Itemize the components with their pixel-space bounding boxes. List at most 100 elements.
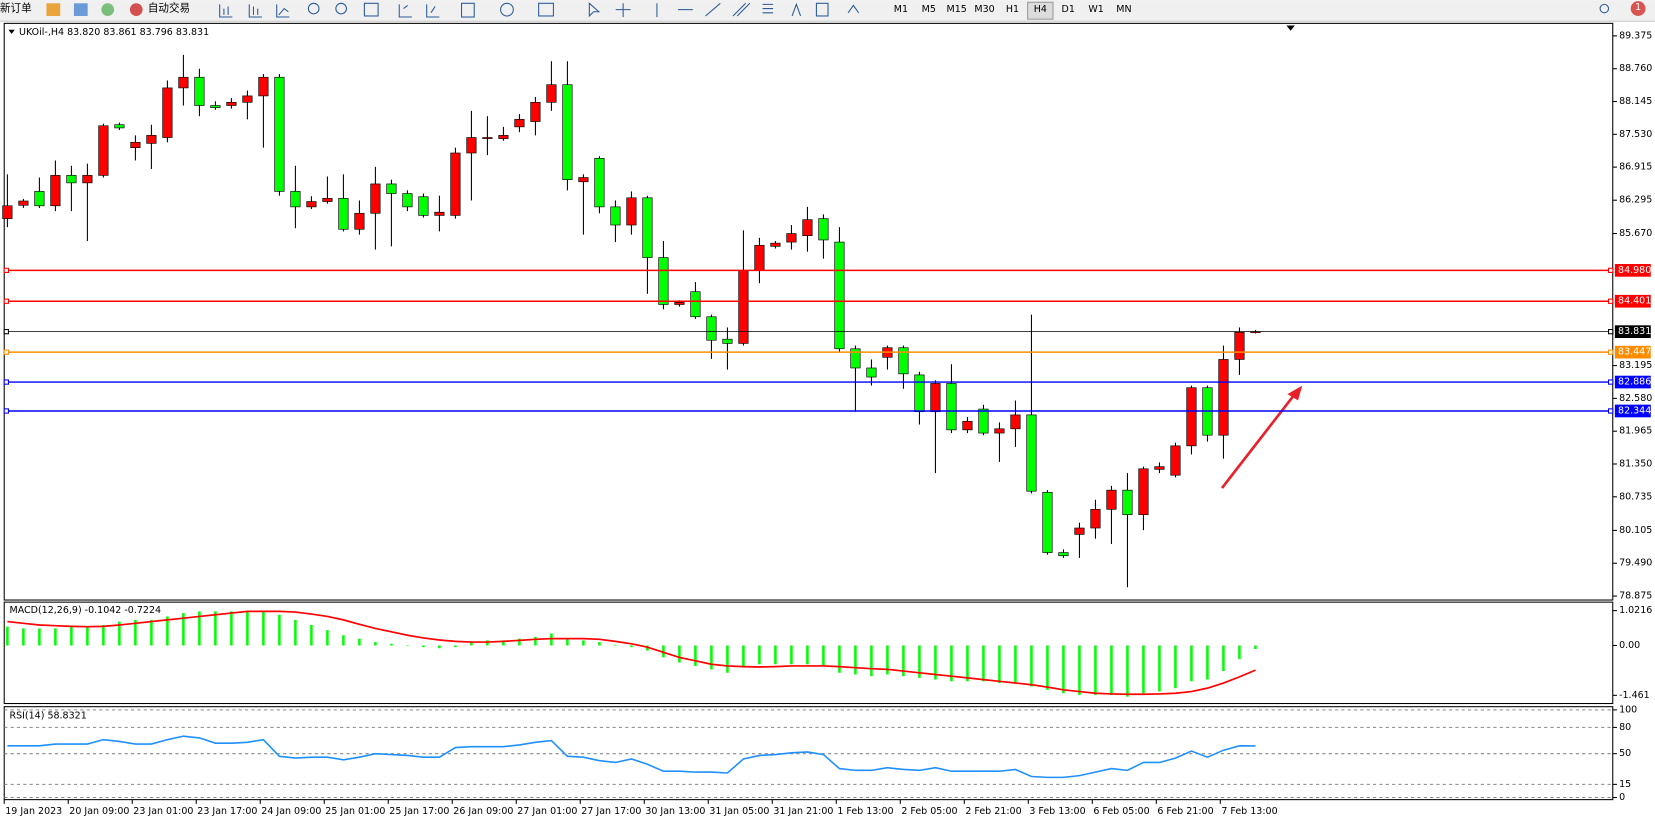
y-tick-label: 80.735 [1619,491,1652,502]
level-handle [1608,379,1614,385]
macd-bar [630,645,633,648]
candle-body [1010,414,1021,430]
level-handle [3,329,9,335]
candle-body [1090,509,1101,529]
timeframe-button[interactable]: D1 [1062,4,1075,15]
candle-body [690,291,701,318]
candle-body [1170,445,1181,476]
macd-bar [1206,645,1209,680]
candle-body [1074,527,1085,535]
icon[interactable] [1599,3,1610,14]
icon[interactable] [791,2,802,17]
macd-bar [230,611,233,646]
level-handle [1608,298,1614,304]
badge-count: 1 [1635,2,1641,13]
icon[interactable] [461,2,475,18]
icon[interactable] [363,2,379,17]
icon[interactable] [588,2,601,18]
icon[interactable] [732,2,751,17]
macd-bar [102,625,105,646]
timeframe-button[interactable]: M5 [922,4,936,15]
candle-body [242,95,253,103]
icon[interactable] [705,2,721,17]
icon[interactable] [248,4,262,18]
macd-bar [566,638,569,646]
icon[interactable] [101,3,115,16]
timeframe-button[interactable]: H1 [1006,4,1019,15]
x-tick-label: 25 Jan 01:00 [325,806,385,817]
icon[interactable] [398,4,412,18]
candle-body [210,105,221,108]
macd-bar [438,645,441,649]
level-handle [3,298,9,304]
icon[interactable] [615,3,631,18]
macd-bar [198,611,201,646]
icon[interactable] [500,2,514,17]
candle-body [306,201,317,208]
level-handle [1608,329,1614,335]
timeframe-button[interactable]: M1 [894,4,908,15]
y-tick-label: 86.915 [1619,162,1652,173]
x-tick-label: 19 Jan 2023 [5,806,62,817]
candle-body [82,175,93,184]
timeframe-button[interactable]: H4 [1034,4,1047,15]
macd-bar [870,645,873,677]
macd-bar [950,645,953,682]
macd-bar [1094,645,1097,695]
macd-bar [358,638,361,646]
icon[interactable] [307,2,320,15]
candle-body [770,242,781,247]
candle-body [962,421,973,431]
auto-trade[interactable]: 自动交易 [148,2,190,15]
candle-body [610,206,621,226]
macd-bar [214,611,217,646]
candle-body [258,76,269,97]
icon[interactable] [46,3,61,16]
y-tick-label: 83.195 [1619,360,1652,371]
candle-body [1042,491,1053,553]
candle-body [546,84,557,103]
timeframe-button[interactable]: M15 [947,4,967,15]
icon[interactable] [276,4,290,18]
icon[interactable] [815,2,829,17]
icon[interactable] [73,3,88,16]
y-tick-label: 50 [1619,748,1631,759]
candle-body [530,101,541,122]
macd-bar [1142,645,1145,694]
timeframe-button[interactable]: MN [1116,4,1131,15]
level-price-bg [1614,325,1651,338]
level-price-bg [1614,264,1651,277]
x-tick-label: 7 Feb 13:00 [1221,806,1277,817]
icon[interactable] [538,2,554,17]
level-price-bg [1614,404,1651,418]
icon[interactable] [129,3,143,16]
candle-body [1234,331,1245,360]
icon[interactable] [426,4,440,18]
icon[interactable] [847,4,860,14]
candle-body [802,219,813,236]
timeframe-button[interactable]: W1 [1088,4,1103,15]
new-order[interactable]: 新订单 [0,2,32,15]
candle-body [450,152,461,216]
macd-bar [886,645,889,675]
y-tick-label: 0 [1619,792,1625,803]
y-tick-label: 81.965 [1619,426,1652,437]
icon[interactable] [219,4,233,18]
icon[interactable] [762,3,774,14]
macd-bar [1174,645,1177,689]
timeframe-button[interactable]: M30 [974,4,994,15]
candle-body [498,135,509,139]
y-tick-label: -1.461 [1619,690,1650,701]
level-price-label: 84.980 [1618,265,1651,276]
icon[interactable] [335,2,347,15]
notification-badge[interactable] [1630,1,1646,16]
candle-body [402,193,413,208]
y-tick-label: 0.00 [1619,640,1640,651]
candle-body [162,87,173,138]
x-tick-label: 20 Jan 09:00 [69,806,129,817]
y-tick-label: 82.580 [1619,393,1652,404]
macd-bar [1190,645,1193,682]
x-tick-label: 30 Jan 13:00 [645,806,705,817]
candle-body [1154,466,1165,470]
